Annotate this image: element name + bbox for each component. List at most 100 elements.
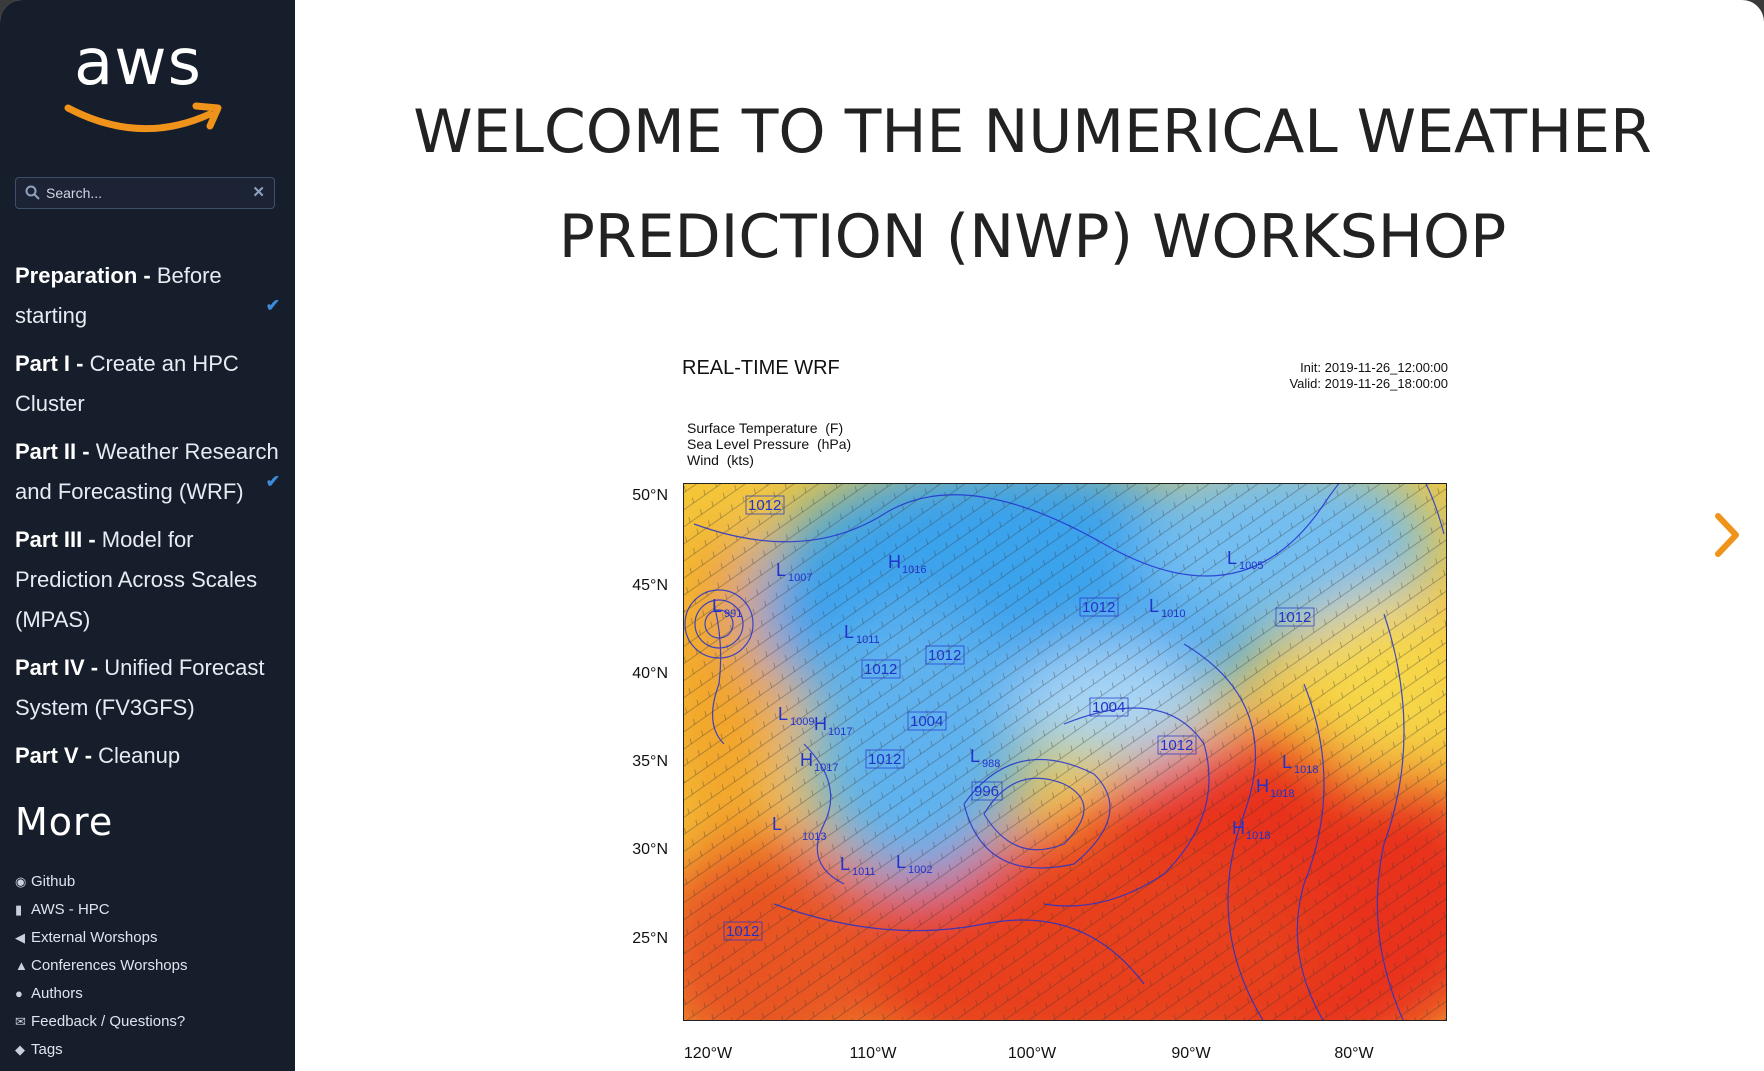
nav-item-label: Model for Prediction Across Scales (MPAS… [15, 527, 258, 632]
svg-text:L: L [1227, 548, 1237, 568]
nav-item-label: Cleanup [98, 743, 181, 768]
link-feedback[interactable]: ✉ Feedback / Questions? [15, 1008, 187, 1036]
svg-text:1018: 1018 [1270, 788, 1294, 800]
wrf-forecast-figure: REAL-TIME WRF Init: 2019-11-26_12:00:00 … [600, 345, 1500, 1071]
users-icon: ● [15, 986, 23, 1001]
svg-text:L: L [840, 854, 850, 874]
svg-text:1012: 1012 [748, 497, 781, 514]
svg-text:1007: 1007 [788, 572, 812, 584]
nav-item-part-4[interactable]: Part IV - Unified Forecast System (FV3GF… [15, 648, 280, 728]
lon-tick-label: 80°W [1334, 1045, 1374, 1062]
envelope-icon: ✉ [15, 1014, 26, 1029]
link-aws-hpc[interactable]: ▮ AWS - HPC [15, 896, 187, 924]
figure-timestamps: Init: 2019-11-26_12:00:00 Valid: 2019-11… [1289, 360, 1448, 392]
svg-text:1002: 1002 [908, 864, 932, 876]
svg-text:H: H [1256, 776, 1269, 796]
link-conferences-workshops[interactable]: ▲ Conferences Worshops [15, 952, 187, 980]
tags-icon: ◆ [15, 1042, 25, 1057]
nav-item-label: Unified Forecast System (FV3GFS) [15, 655, 265, 720]
isobar-labels: 1012 1012 1012 1012 1012 1004 1004 1012 … [723, 495, 1315, 941]
weather-map: L 1007 H 1016 L 1005 L 991 L 1010 L 1011 L 1009… [683, 483, 1447, 1021]
page-title: WELCOME TO THE NUMERICAL WEATHER PREDICT… [340, 80, 1725, 290]
svg-text:1012: 1012 [864, 661, 897, 678]
init-time: Init: 2019-11-26_12:00:00 [1300, 360, 1448, 375]
lon-tick-label: 100°W [1007, 1045, 1057, 1062]
lat-tick-label: 45°N [632, 577, 668, 594]
svg-text:1011: 1011 [852, 866, 876, 878]
lat-tick-label: 25°N [632, 930, 668, 947]
link-external-workshops[interactable]: ◀ External Worshops [15, 924, 187, 952]
chevron-right-icon[interactable] [1712, 510, 1742, 560]
clear-search-icon[interactable]: ✕ [252, 184, 265, 201]
svg-text:1005: 1005 [1239, 560, 1263, 572]
svg-text:L: L [844, 622, 854, 642]
search-input[interactable] [46, 182, 246, 204]
svg-text:1017: 1017 [828, 726, 852, 738]
nav-item-prefix: Part IV - [15, 655, 105, 680]
nav-item-prefix: Part II - [15, 439, 96, 464]
lat-tick-label: 50°N [632, 487, 668, 504]
more-links: ◉ Github ▮ AWS - HPC ◀ External Worshops ▲ C… [15, 868, 187, 1064]
svg-text:H: H [888, 552, 901, 572]
valid-time: Valid: 2019-11-26_18:00:00 [1289, 376, 1448, 391]
nav-item-part-1[interactable]: Part I - Create an HPC Cluster [15, 344, 280, 424]
svg-text:1012: 1012 [726, 923, 759, 940]
link-authors[interactable]: ● Authors [15, 980, 187, 1008]
svg-text:996: 996 [974, 783, 999, 800]
svg-text:H: H [1232, 818, 1245, 838]
megaphone-icon: ◀ [15, 930, 25, 945]
svg-text:L: L [778, 704, 788, 724]
nav-item-part-5[interactable]: Part V - Cleanup [15, 736, 280, 776]
legend-row: Sea Level Pressure (hPa) [687, 436, 852, 452]
svg-text:1013: 1013 [802, 831, 826, 843]
nav-item-label: Before starting [15, 263, 222, 328]
visited-check-icon: ✔ [265, 472, 280, 491]
figure-legend: Surface Temperature (F) Sea Level Pressu… [687, 420, 851, 468]
page-title-line-2: PREDICTION (NWP) WORKSHOP [558, 202, 1507, 272]
svg-text:L: L [772, 814, 782, 834]
svg-text:1016: 1016 [902, 564, 926, 576]
legend-row: Surface Temperature (F) [687, 420, 844, 436]
bookmark-icon: ▮ [15, 902, 23, 917]
svg-text:1011: 1011 [856, 634, 880, 646]
link-label: Tags [31, 1041, 63, 1058]
nav-item-prefix: Part I - [15, 351, 90, 376]
svg-text:H: H [814, 714, 827, 734]
search-box: ✕ [15, 177, 275, 209]
link-label: External Worshops [31, 929, 158, 946]
svg-text:1012: 1012 [1082, 599, 1115, 616]
pressure-centers: L 1007 H 1016 L 1005 L 991 L 1010 L 1011 L 1009… [712, 548, 1318, 878]
svg-text:1009: 1009 [790, 716, 814, 728]
link-label: Conferences Worshops [31, 957, 188, 974]
nav-item-part-3[interactable]: Part III - Model for Prediction Across S… [15, 520, 280, 640]
svg-text:1012: 1012 [868, 751, 901, 768]
lon-tick-label: 120°W [683, 1045, 733, 1062]
more-heading: More [15, 800, 114, 844]
svg-text:L: L [1149, 596, 1159, 616]
svg-text:1004: 1004 [1092, 699, 1125, 716]
github-icon: ◉ [15, 874, 27, 889]
svg-text:1010: 1010 [1161, 608, 1185, 620]
link-label: Github [31, 873, 76, 890]
link-github[interactable]: ◉ Github [15, 868, 187, 896]
figure-title: REAL-TIME WRF [682, 357, 840, 379]
svg-text:988: 988 [982, 758, 1000, 770]
nav-item-prefix: Part V - [15, 743, 99, 768]
svg-text:1017: 1017 [814, 762, 838, 774]
svg-text:991: 991 [724, 608, 742, 620]
aws-smile-icon [64, 102, 222, 133]
link-tags[interactable]: ◆ Tags [15, 1036, 187, 1064]
legend-row: Wind (kts) [687, 452, 754, 468]
link-label: Authors [31, 985, 83, 1002]
visited-check-icon: ✔ [265, 296, 280, 315]
flask-icon: ▲ [15, 958, 28, 973]
nav-item-label: Weather Research and Forecasting (WRF) [15, 439, 279, 504]
search-icon [25, 185, 40, 200]
nav-item-preparation[interactable]: Preparation - Before starting ✔ [15, 256, 280, 336]
aws-logo-text: aws [74, 26, 202, 100]
nav-item-part-2[interactable]: Part II - Weather Research and Forecasti… [15, 432, 280, 512]
aws-logo[interactable]: aws [60, 28, 230, 138]
sidebar-nav: Preparation - Before starting ✔ Part I -… [15, 256, 280, 784]
temperature-pressure-map: L 1007 H 1016 L 1005 L 991 L 1010 L 1011 L 1009… [684, 484, 1446, 1020]
